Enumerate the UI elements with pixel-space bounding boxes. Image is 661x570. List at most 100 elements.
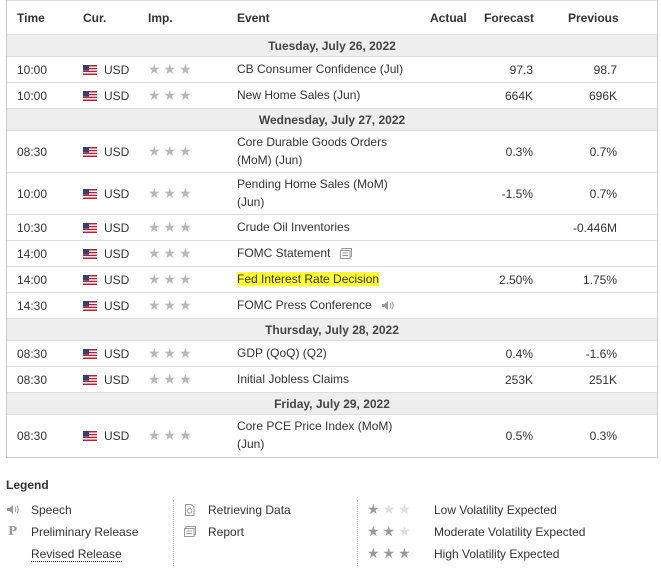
event-previous: -0.446M bbox=[572, 221, 617, 235]
us-flag-icon bbox=[83, 275, 97, 285]
event-previous: 696K bbox=[588, 89, 617, 103]
event-cell[interactable]: Fed Interest Rate Decision bbox=[237, 270, 437, 288]
legend-moderate-volatility: Moderate Volatility Expected bbox=[434, 525, 586, 539]
table-row[interactable]: 08:30 USD ★★★ Core Durable Goods Orders … bbox=[7, 130, 657, 172]
event-currency: USD bbox=[104, 247, 130, 261]
event-time: 14:00 bbox=[17, 273, 48, 287]
event-time: 10:00 bbox=[17, 187, 48, 201]
day-header-wednesday: Wednesday, July 27, 2022 bbox=[7, 108, 657, 130]
event-forecast: 664K bbox=[504, 89, 533, 103]
importance-stars-icon: ★★★ bbox=[148, 371, 195, 387]
us-flag-icon bbox=[83, 223, 97, 233]
event-previous: -1.6% bbox=[585, 347, 617, 361]
event-currency: USD bbox=[104, 299, 130, 313]
us-flag-icon bbox=[83, 91, 97, 101]
report-icon bbox=[184, 526, 196, 537]
event-time: 14:00 bbox=[17, 247, 48, 261]
retrieving-data-icon bbox=[185, 504, 195, 516]
table-header: Time Cur. Imp. Event Actual Forecast Pre… bbox=[7, 0, 657, 34]
speech-icon[interactable] bbox=[381, 300, 394, 311]
event-previous: 0.7% bbox=[589, 145, 617, 159]
col-importance[interactable]: Imp. bbox=[148, 11, 173, 25]
col-event[interactable]: Event bbox=[237, 11, 270, 25]
table-row[interactable]: 08:30 USD ★★★ Core PCE Price Index (MoM)… bbox=[7, 414, 657, 457]
event-time: 10:30 bbox=[17, 221, 48, 235]
col-time[interactable]: Time bbox=[17, 11, 45, 25]
col-actual[interactable]: Actual bbox=[430, 11, 467, 25]
table-row[interactable]: 14:30 USD ★★★ FOMC Press Conference bbox=[7, 292, 657, 318]
report-icon[interactable] bbox=[339, 248, 352, 260]
event-name[interactable]: Crude Oil Inventories bbox=[237, 220, 350, 234]
legend-high-volatility: High Volatility Expected bbox=[434, 547, 560, 561]
importance-stars-icon: ★★★ bbox=[148, 87, 195, 103]
speech-icon bbox=[7, 505, 19, 514]
importance-stars-icon: ★★★ bbox=[148, 219, 195, 235]
event-time: 10:00 bbox=[17, 63, 48, 77]
event-previous: 0.3% bbox=[589, 429, 617, 443]
us-flag-icon bbox=[83, 431, 97, 441]
us-flag-icon bbox=[83, 65, 97, 75]
table-row[interactable]: 10:00 USD ★★★ Pending Home Sales (MoM) (… bbox=[7, 172, 657, 214]
legend-report: Report bbox=[208, 525, 245, 539]
event-time: 10:00 bbox=[17, 89, 48, 103]
event-name[interactable]: Initial Jobless Claims bbox=[237, 372, 350, 386]
preliminary-icon: P bbox=[8, 524, 18, 538]
event-currency: USD bbox=[104, 145, 130, 159]
event-time: 08:30 bbox=[17, 373, 48, 387]
table-row[interactable]: 10:30 USD ★★★ Crude Oil Inventories -0.4… bbox=[7, 214, 657, 240]
event-name[interactable]: Core Durable Goods Orders (MoM) (Jun) bbox=[237, 135, 388, 167]
day-header-friday: Friday, July 29, 2022 bbox=[7, 392, 657, 414]
event-time: 14:30 bbox=[17, 299, 48, 313]
event-name[interactable]: FOMC Press Conference bbox=[237, 298, 372, 312]
event-name[interactable]: Pending Home Sales (MoM) (Jun) bbox=[237, 177, 388, 209]
col-previous[interactable]: Previous bbox=[568, 11, 619, 25]
col-forecast[interactable]: Forecast bbox=[484, 11, 535, 25]
table-row[interactable]: 14:00 USD ★★★ Fed Interest Rate Decision… bbox=[7, 266, 657, 292]
event-previous: 98.7 bbox=[593, 63, 617, 77]
event-name[interactable]: GDP (QoQ) (Q2) bbox=[237, 346, 327, 360]
event-forecast: -1.5% bbox=[501, 187, 533, 201]
day-header-thursday: Thursday, July 28, 2022 bbox=[7, 318, 657, 340]
event-forecast: 0.4% bbox=[505, 347, 533, 361]
event-currency: USD bbox=[104, 187, 130, 201]
event-currency: USD bbox=[104, 373, 130, 387]
event-time: 08:30 bbox=[17, 429, 48, 443]
event-forecast: 0.3% bbox=[505, 145, 533, 159]
table-row[interactable]: 08:30 USD ★★★ GDP (QoQ) (Q2) 0.4% -1.6% bbox=[7, 340, 657, 366]
event-previous: 1.75% bbox=[582, 273, 617, 287]
event-name[interactable]: CB Consumer Confidence (Jul) bbox=[237, 62, 404, 76]
importance-stars-icon: ★★★ bbox=[148, 271, 195, 287]
legend-divider bbox=[357, 500, 358, 566]
event-currency: USD bbox=[104, 347, 130, 361]
event-currency: USD bbox=[104, 221, 130, 235]
table-row[interactable]: 10:00 USD ★★★ New Home Sales (Jun) 664K … bbox=[7, 82, 657, 108]
us-flag-icon bbox=[83, 249, 97, 259]
event-name[interactable]: New Home Sales (Jun) bbox=[237, 88, 361, 102]
moderate-volatility-stars-icon: ★★★ bbox=[367, 523, 414, 539]
event-forecast: 0.5% bbox=[505, 429, 533, 443]
importance-stars-icon: ★★★ bbox=[148, 185, 195, 201]
table-row[interactable]: 08:30 USD ★★★ Initial Jobless Claims 253… bbox=[7, 366, 657, 392]
table-row[interactable]: 14:00 USD ★★★ FOMC Statement bbox=[7, 240, 657, 266]
event-currency: USD bbox=[104, 273, 130, 287]
table-row[interactable]: 10:00 USD ★★★ CB Consumer Confidence (Ju… bbox=[7, 56, 657, 82]
col-currency[interactable]: Cur. bbox=[83, 11, 107, 25]
event-previous: 251K bbox=[588, 373, 617, 387]
event-cell[interactable]: FOMC Press Conference bbox=[237, 296, 437, 314]
importance-stars-icon: ★★★ bbox=[148, 297, 195, 313]
event-name[interactable]: FOMC Statement bbox=[237, 246, 331, 260]
event-name[interactable]: Core PCE Price Index (MoM) (Jun) bbox=[237, 419, 393, 451]
us-flag-icon bbox=[83, 189, 97, 199]
event-forecast: 253K bbox=[504, 373, 533, 387]
legend-preliminary: Preliminary Release bbox=[31, 525, 139, 539]
event-time: 08:30 bbox=[17, 145, 48, 159]
event-time: 08:30 bbox=[17, 347, 48, 361]
legend-low-volatility: Low Volatility Expected bbox=[434, 503, 557, 517]
importance-stars-icon: ★★★ bbox=[148, 427, 195, 443]
importance-stars-icon: ★★★ bbox=[148, 345, 195, 361]
event-forecast: 97.3 bbox=[509, 63, 533, 77]
event-name-highlighted[interactable]: Fed Interest Rate Decision bbox=[237, 272, 380, 286]
event-cell[interactable]: FOMC Statement bbox=[237, 244, 437, 262]
importance-stars-icon: ★★★ bbox=[148, 245, 195, 261]
legend-speech: Speech bbox=[31, 503, 72, 517]
